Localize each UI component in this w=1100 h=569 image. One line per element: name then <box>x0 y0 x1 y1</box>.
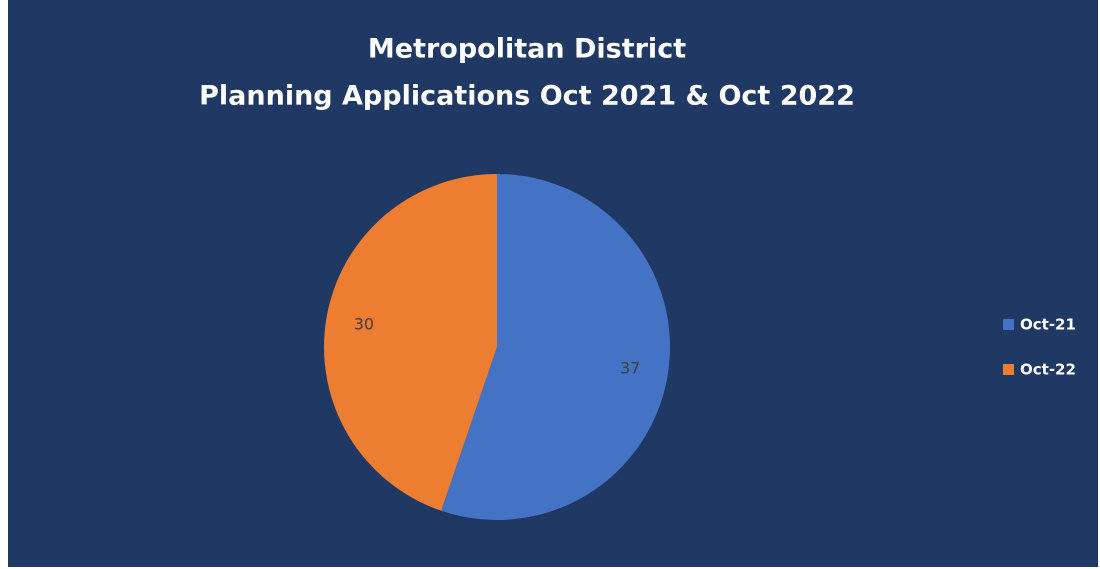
chart-title: Planning Applications Oct 2021 & Oct 202… <box>199 81 855 112</box>
legend-label: Oct-21 <box>1020 316 1076 334</box>
data-label: 37 <box>620 359 640 378</box>
legend-swatch <box>1003 364 1014 375</box>
chart-title: Metropolitan District <box>368 34 686 65</box>
pie-slice <box>323 174 497 511</box>
legend-swatch <box>1003 319 1014 330</box>
pie-slice <box>441 174 670 521</box>
legend-label: Oct-22 <box>1020 361 1076 379</box>
data-label: 30 <box>354 314 374 333</box>
